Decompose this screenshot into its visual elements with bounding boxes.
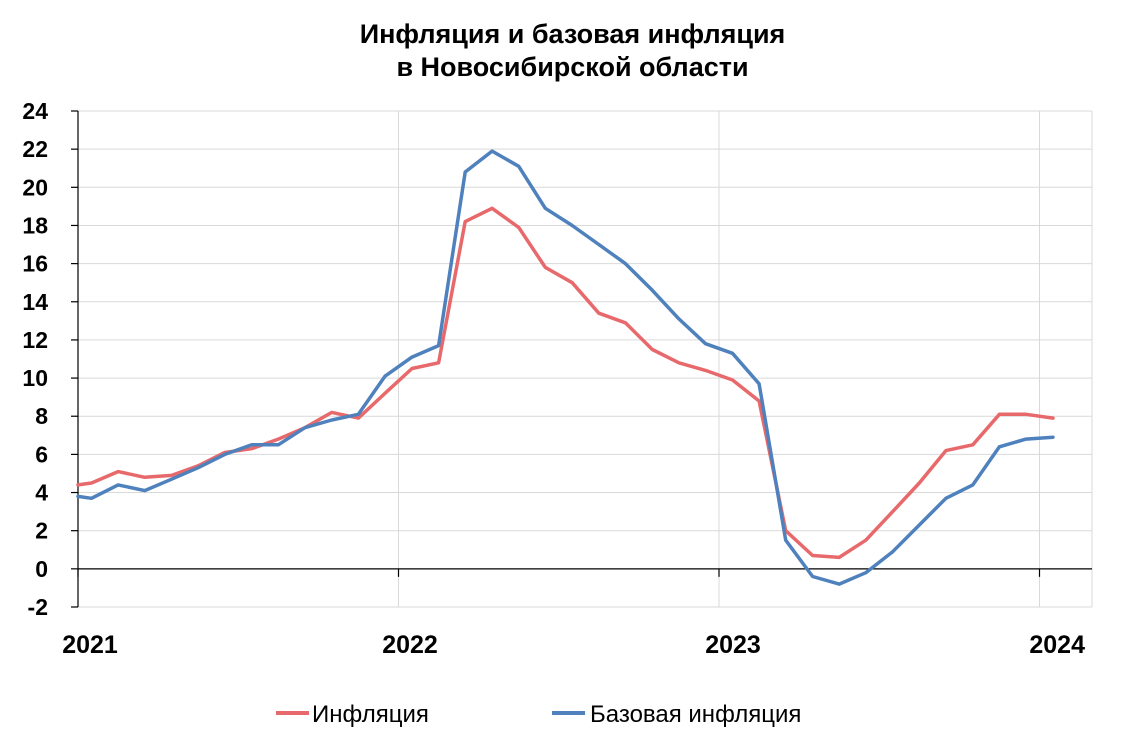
chart-title: Инфляция и базовая инфляция в Новосибирс…: [0, 18, 1121, 84]
y-tick-label: 12: [22, 327, 48, 353]
y-tick-label: 2: [35, 518, 48, 544]
y-tick-label: 4: [35, 480, 48, 506]
y-tick-label: 20: [22, 174, 48, 200]
legend: Инфляция Базовая инфляция: [276, 701, 801, 728]
y-tick-label: 8: [35, 403, 48, 429]
y-tick-label: 14: [22, 289, 48, 315]
x-tick-label: 2022: [382, 631, 438, 659]
chart-title-line-2: в Новосибирской области: [396, 52, 749, 82]
chart-title-line-1: Инфляция и базовая инфляция: [359, 19, 786, 49]
series-line-inflation: [76, 206, 1055, 560]
series-lines: [76, 149, 1055, 586]
y-tick-label: 18: [22, 212, 48, 238]
y-tick-label: 0: [35, 556, 48, 582]
y-tick-label: 24: [22, 98, 48, 124]
x-tick-label: 2023: [705, 631, 761, 659]
x-tick-label: 2024: [1029, 631, 1085, 659]
legend-label: Инфляция: [312, 701, 429, 728]
y-tick-label: 22: [22, 136, 48, 162]
series-line-core-inflation: [76, 149, 1055, 586]
gridlines: [78, 110, 1093, 608]
legend-label: Базовая инфляция: [590, 701, 801, 728]
y-tick-label: 10: [22, 365, 48, 391]
y-tick-label: 16: [22, 251, 48, 277]
y-tick-label: -2: [28, 594, 48, 620]
x-tick-label: 2021: [62, 631, 118, 659]
y-tick-label: 6: [35, 441, 48, 467]
